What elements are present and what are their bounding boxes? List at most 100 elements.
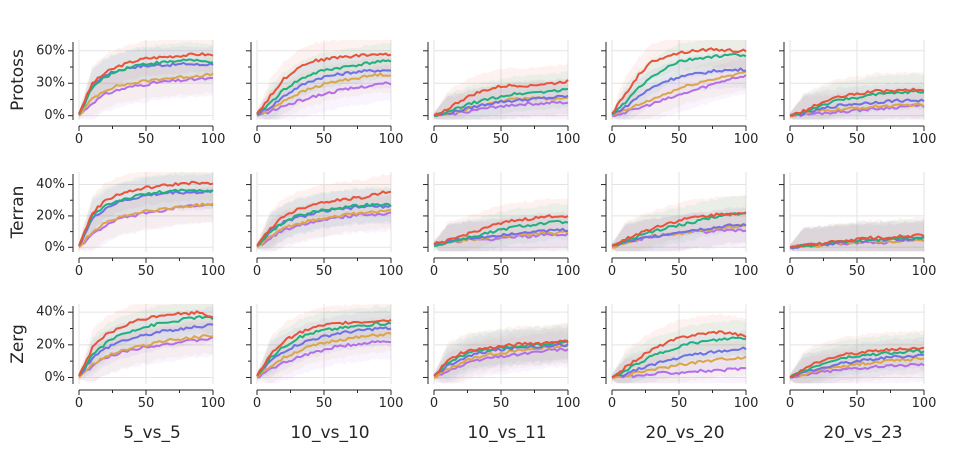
- variance-band-purple: [257, 194, 391, 252]
- x-tick-label: 100: [734, 396, 759, 411]
- series-line-green: [433, 219, 569, 247]
- y-tick-label: 40%: [36, 305, 65, 320]
- series-line-blue: [433, 227, 569, 246]
- variance-band-red: [612, 40, 746, 117]
- x-tick-label: 0: [430, 264, 438, 279]
- column-label-5-vs-5: 5_vs_5: [123, 423, 181, 443]
- panel-zerg-10-vs-10: 0 50 100: [246, 304, 403, 411]
- x-tick-label: 50: [138, 396, 155, 411]
- series-line-blue: [611, 67, 747, 116]
- column-label-20-vs-23: 20_vs_23: [823, 423, 902, 443]
- series-line-green: [789, 89, 925, 117]
- series-line-red: [611, 47, 747, 115]
- variance-band-green: [434, 322, 568, 381]
- series-line-green: [789, 349, 925, 379]
- series-line-green: [611, 336, 747, 379]
- x-tick-label: 0: [430, 132, 438, 147]
- x-tick-label: 0: [608, 396, 616, 411]
- series-line-red: [789, 233, 925, 249]
- variance-band-green: [612, 40, 746, 120]
- x-tick-label: 0: [786, 132, 794, 147]
- x-tick-label: 0: [608, 264, 616, 279]
- x-tick-label: 50: [493, 396, 510, 411]
- x-tick-label: 100: [912, 396, 937, 411]
- series-line-orange: [611, 70, 747, 117]
- series-line-green: [789, 235, 925, 249]
- x-tick-label: 100: [556, 396, 581, 411]
- x-tick-label: 0: [608, 132, 616, 147]
- series-line-orange: [256, 331, 392, 379]
- x-tick-label: 100: [379, 264, 404, 279]
- series-line-red: [78, 310, 214, 377]
- series-line-red: [789, 346, 925, 379]
- x-tick-label: 0: [786, 264, 794, 279]
- x-tick-label: 100: [556, 132, 581, 147]
- series-line-blue: [78, 323, 214, 377]
- x-tick-label: 0: [253, 264, 261, 279]
- series-line-blue: [611, 223, 747, 247]
- x-tick-label: 100: [379, 396, 404, 411]
- x-tick-label: 50: [849, 264, 866, 279]
- y-tick-label: 20%: [36, 337, 65, 352]
- x-tick-label: 100: [912, 264, 937, 279]
- panel-zerg-10-vs-11: 0 50 100: [423, 304, 580, 411]
- series-line-orange: [611, 355, 747, 379]
- series-line-purple: [611, 74, 747, 117]
- x-tick-label: 0: [430, 396, 438, 411]
- x-tick-label: 50: [671, 264, 688, 279]
- series-line-purple: [78, 76, 213, 117]
- panel-terran-5-vs-5: 0% 20% 40% 0 50 100: [36, 172, 225, 279]
- x-tick-label: 0: [75, 264, 83, 279]
- x-tick-label: 100: [556, 264, 581, 279]
- x-tick-label: 0: [75, 132, 83, 147]
- column-label-10-vs-11: 10_vs_11: [467, 423, 546, 443]
- x-tick-label: 50: [671, 132, 688, 147]
- panel-terran-10-vs-10: 0 50 100: [246, 172, 403, 279]
- column-label-20-vs-20: 20_vs_20: [645, 423, 724, 443]
- series-line-purple: [256, 81, 392, 117]
- variance-band-orange: [79, 185, 213, 251]
- series-line-blue: [256, 68, 392, 116]
- series-line-orange: [78, 334, 214, 379]
- x-tick-label: 0: [253, 132, 261, 147]
- x-tick-label: 0: [75, 396, 83, 411]
- variance-band-purple: [790, 346, 924, 384]
- series-line-green: [256, 59, 392, 116]
- series-line-blue: [78, 61, 214, 115]
- variance-band-purple: [79, 319, 213, 384]
- row-label-zerg: Zerg: [8, 324, 28, 364]
- y-tick-label: 40%: [36, 177, 65, 192]
- variance-band-orange: [790, 86, 924, 120]
- panel-terran-10-vs-11: 0 50 100: [423, 172, 580, 279]
- series-line-purple: [78, 203, 214, 248]
- series-line-purple: [789, 103, 925, 118]
- x-tick-label: 100: [201, 264, 226, 279]
- panel-terran-20-vs-23: 0 50 100: [779, 172, 936, 279]
- series-line-purple: [789, 362, 925, 379]
- series-line-red: [433, 214, 569, 245]
- y-tick-label: 30%: [36, 76, 65, 91]
- series-line-blue: [433, 342, 569, 377]
- series-line-blue: [789, 98, 925, 117]
- series-line-purple: [256, 340, 392, 379]
- series-line-purple: [433, 100, 569, 117]
- series-line-red: [256, 52, 392, 115]
- series-line-blue: [611, 346, 747, 379]
- series-line-blue: [789, 353, 925, 379]
- variance-band-blue: [434, 211, 568, 252]
- series-line-blue: [256, 326, 392, 377]
- variance-band-blue: [257, 52, 391, 120]
- series-line-blue: [433, 94, 569, 117]
- series-line-orange: [78, 72, 214, 117]
- panel-zerg-20-vs-23: 0 50 100: [779, 304, 936, 411]
- x-tick-label: 50: [138, 264, 155, 279]
- variance-band-red: [257, 40, 391, 117]
- y-tick-label: 0%: [44, 108, 65, 123]
- variance-band-green: [79, 304, 213, 379]
- variance-band-orange: [434, 213, 568, 252]
- x-tick-label: 50: [493, 264, 510, 279]
- series-line-green: [256, 321, 392, 377]
- panel-protoss-10-vs-10: 0 50 100: [246, 40, 403, 147]
- x-tick-label: 100: [201, 396, 226, 411]
- x-tick-label: 100: [734, 264, 759, 279]
